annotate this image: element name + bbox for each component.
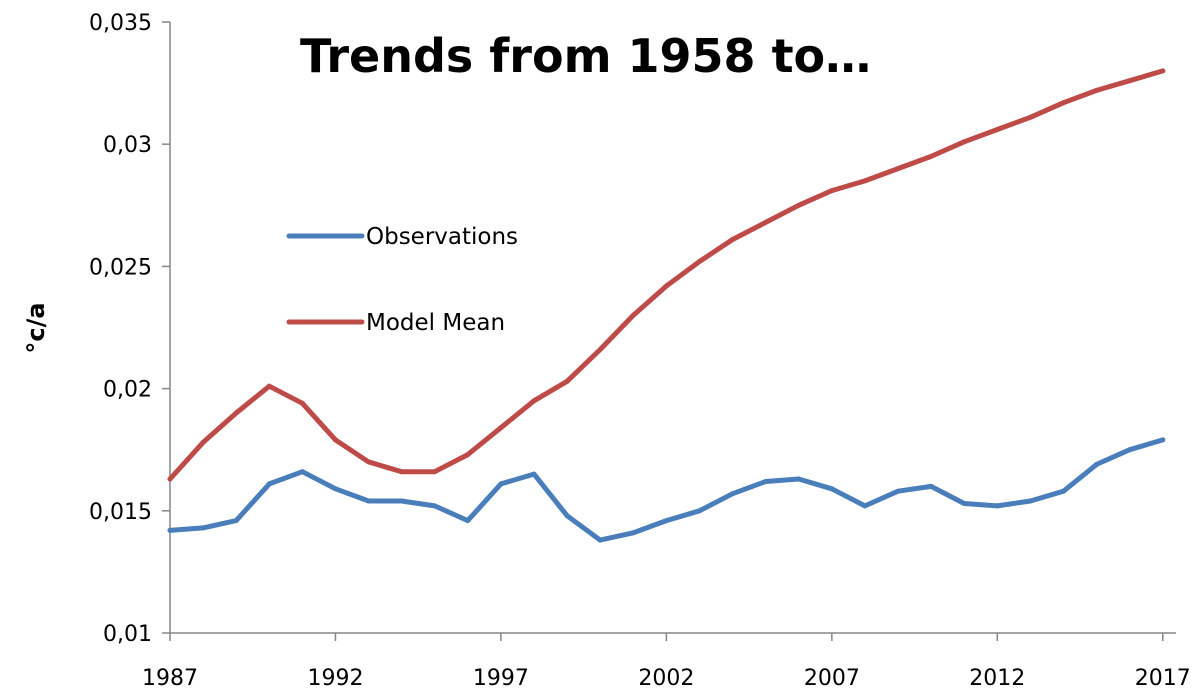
data-point-observations bbox=[465, 518, 471, 524]
data-point-model-mean bbox=[333, 437, 338, 443]
data-point-observations bbox=[498, 481, 504, 487]
legend: Observations Model Mean bbox=[286, 224, 518, 336]
data-point-observations bbox=[1094, 461, 1100, 467]
x-tick-label: 2002 bbox=[638, 666, 694, 691]
series-line-observations bbox=[167, 437, 1166, 543]
data-point-observations bbox=[895, 488, 901, 494]
data-point-model-mean bbox=[663, 283, 669, 289]
data-point-observations bbox=[663, 518, 669, 524]
data-point-observations bbox=[796, 476, 802, 482]
data-point-model-mean bbox=[763, 219, 769, 225]
y-tick-label: 0,03 bbox=[103, 133, 152, 158]
data-point-observations bbox=[432, 503, 438, 509]
data-point-model-mean bbox=[564, 378, 570, 384]
x-tick-label: 1992 bbox=[307, 666, 363, 691]
data-point-observations bbox=[233, 518, 239, 524]
data-point-model-mean bbox=[299, 400, 305, 406]
data-point-model-mean bbox=[730, 237, 736, 242]
series-lines bbox=[167, 68, 1166, 543]
data-point-observations bbox=[564, 513, 570, 519]
data-point-observations bbox=[266, 481, 272, 487]
data-point-model-mean bbox=[432, 469, 438, 475]
data-point-observations bbox=[167, 527, 173, 533]
y-tick-label: 0,015 bbox=[89, 500, 152, 525]
y-tick-label: 0,01 bbox=[103, 622, 152, 647]
data-point-model-mean bbox=[1094, 87, 1100, 93]
data-point-model-mean bbox=[697, 259, 702, 264]
data-point-model-mean bbox=[465, 452, 471, 458]
data-point-observations bbox=[928, 483, 934, 489]
data-point-observations bbox=[961, 501, 967, 506]
data-point-observations bbox=[399, 498, 405, 504]
data-point-observations bbox=[531, 471, 537, 477]
data-point-model-mean bbox=[266, 383, 272, 389]
x-tick-label: 1997 bbox=[473, 666, 529, 691]
data-point-model-mean bbox=[862, 178, 868, 184]
axes: 0,01 0,015 0,02 0,025 0,03 0,035 1987 1992 1997 2… bbox=[89, 11, 1191, 691]
data-point-model-mean bbox=[399, 469, 405, 475]
data-point-observations bbox=[730, 491, 736, 497]
y-axis-label: °c/a bbox=[22, 302, 50, 353]
data-point-model-mean bbox=[1160, 68, 1166, 74]
data-point-model-mean bbox=[961, 139, 967, 145]
data-point-observations bbox=[1160, 437, 1166, 443]
data-point-observations bbox=[333, 486, 338, 492]
data-point-model-mean bbox=[1061, 100, 1066, 106]
data-point-observations bbox=[200, 525, 206, 531]
x-tick-label: 2017 bbox=[1135, 666, 1191, 691]
data-point-observations bbox=[366, 498, 372, 504]
data-point-observations bbox=[1061, 488, 1066, 494]
x-tick-label: 1987 bbox=[142, 666, 198, 691]
data-point-model-mean bbox=[597, 347, 603, 352]
data-point-model-mean bbox=[895, 166, 901, 172]
data-point-observations bbox=[994, 503, 1000, 509]
data-point-model-mean bbox=[233, 410, 239, 416]
data-point-model-mean bbox=[1127, 78, 1133, 84]
data-point-model-mean bbox=[630, 312, 636, 318]
chart-title: Trends from 1958 to… bbox=[300, 29, 871, 83]
data-point-observations bbox=[862, 503, 868, 509]
data-point-model-mean bbox=[829, 188, 835, 194]
data-point-model-mean bbox=[994, 127, 1000, 132]
data-point-model-mean bbox=[200, 439, 206, 445]
data-point-model-mean bbox=[366, 459, 372, 465]
data-point-model-mean bbox=[1027, 114, 1033, 120]
legend-label-observations: Observations bbox=[366, 224, 518, 250]
data-point-observations bbox=[697, 508, 702, 514]
data-point-observations bbox=[1027, 498, 1033, 504]
y-tick-label: 0,025 bbox=[89, 255, 152, 280]
data-point-model-mean bbox=[167, 476, 173, 482]
data-point-model-mean bbox=[498, 425, 504, 431]
data-point-model-mean bbox=[531, 398, 537, 404]
data-point-observations bbox=[763, 479, 769, 484]
data-point-observations bbox=[630, 530, 636, 536]
data-point-model-mean bbox=[796, 202, 802, 208]
x-tick-label: 2007 bbox=[804, 666, 860, 691]
x-tick-label: 2012 bbox=[969, 666, 1025, 691]
series-line-model-mean bbox=[167, 68, 1166, 482]
data-point-observations bbox=[1127, 447, 1133, 453]
y-tick-label: 0,035 bbox=[89, 11, 152, 36]
legend-label-model-mean: Model Mean bbox=[366, 310, 505, 336]
y-tick-label: 0,02 bbox=[103, 378, 152, 403]
data-point-observations bbox=[299, 469, 305, 475]
data-point-model-mean bbox=[928, 153, 934, 159]
data-point-observations bbox=[829, 486, 835, 492]
data-point-observations bbox=[597, 537, 603, 543]
